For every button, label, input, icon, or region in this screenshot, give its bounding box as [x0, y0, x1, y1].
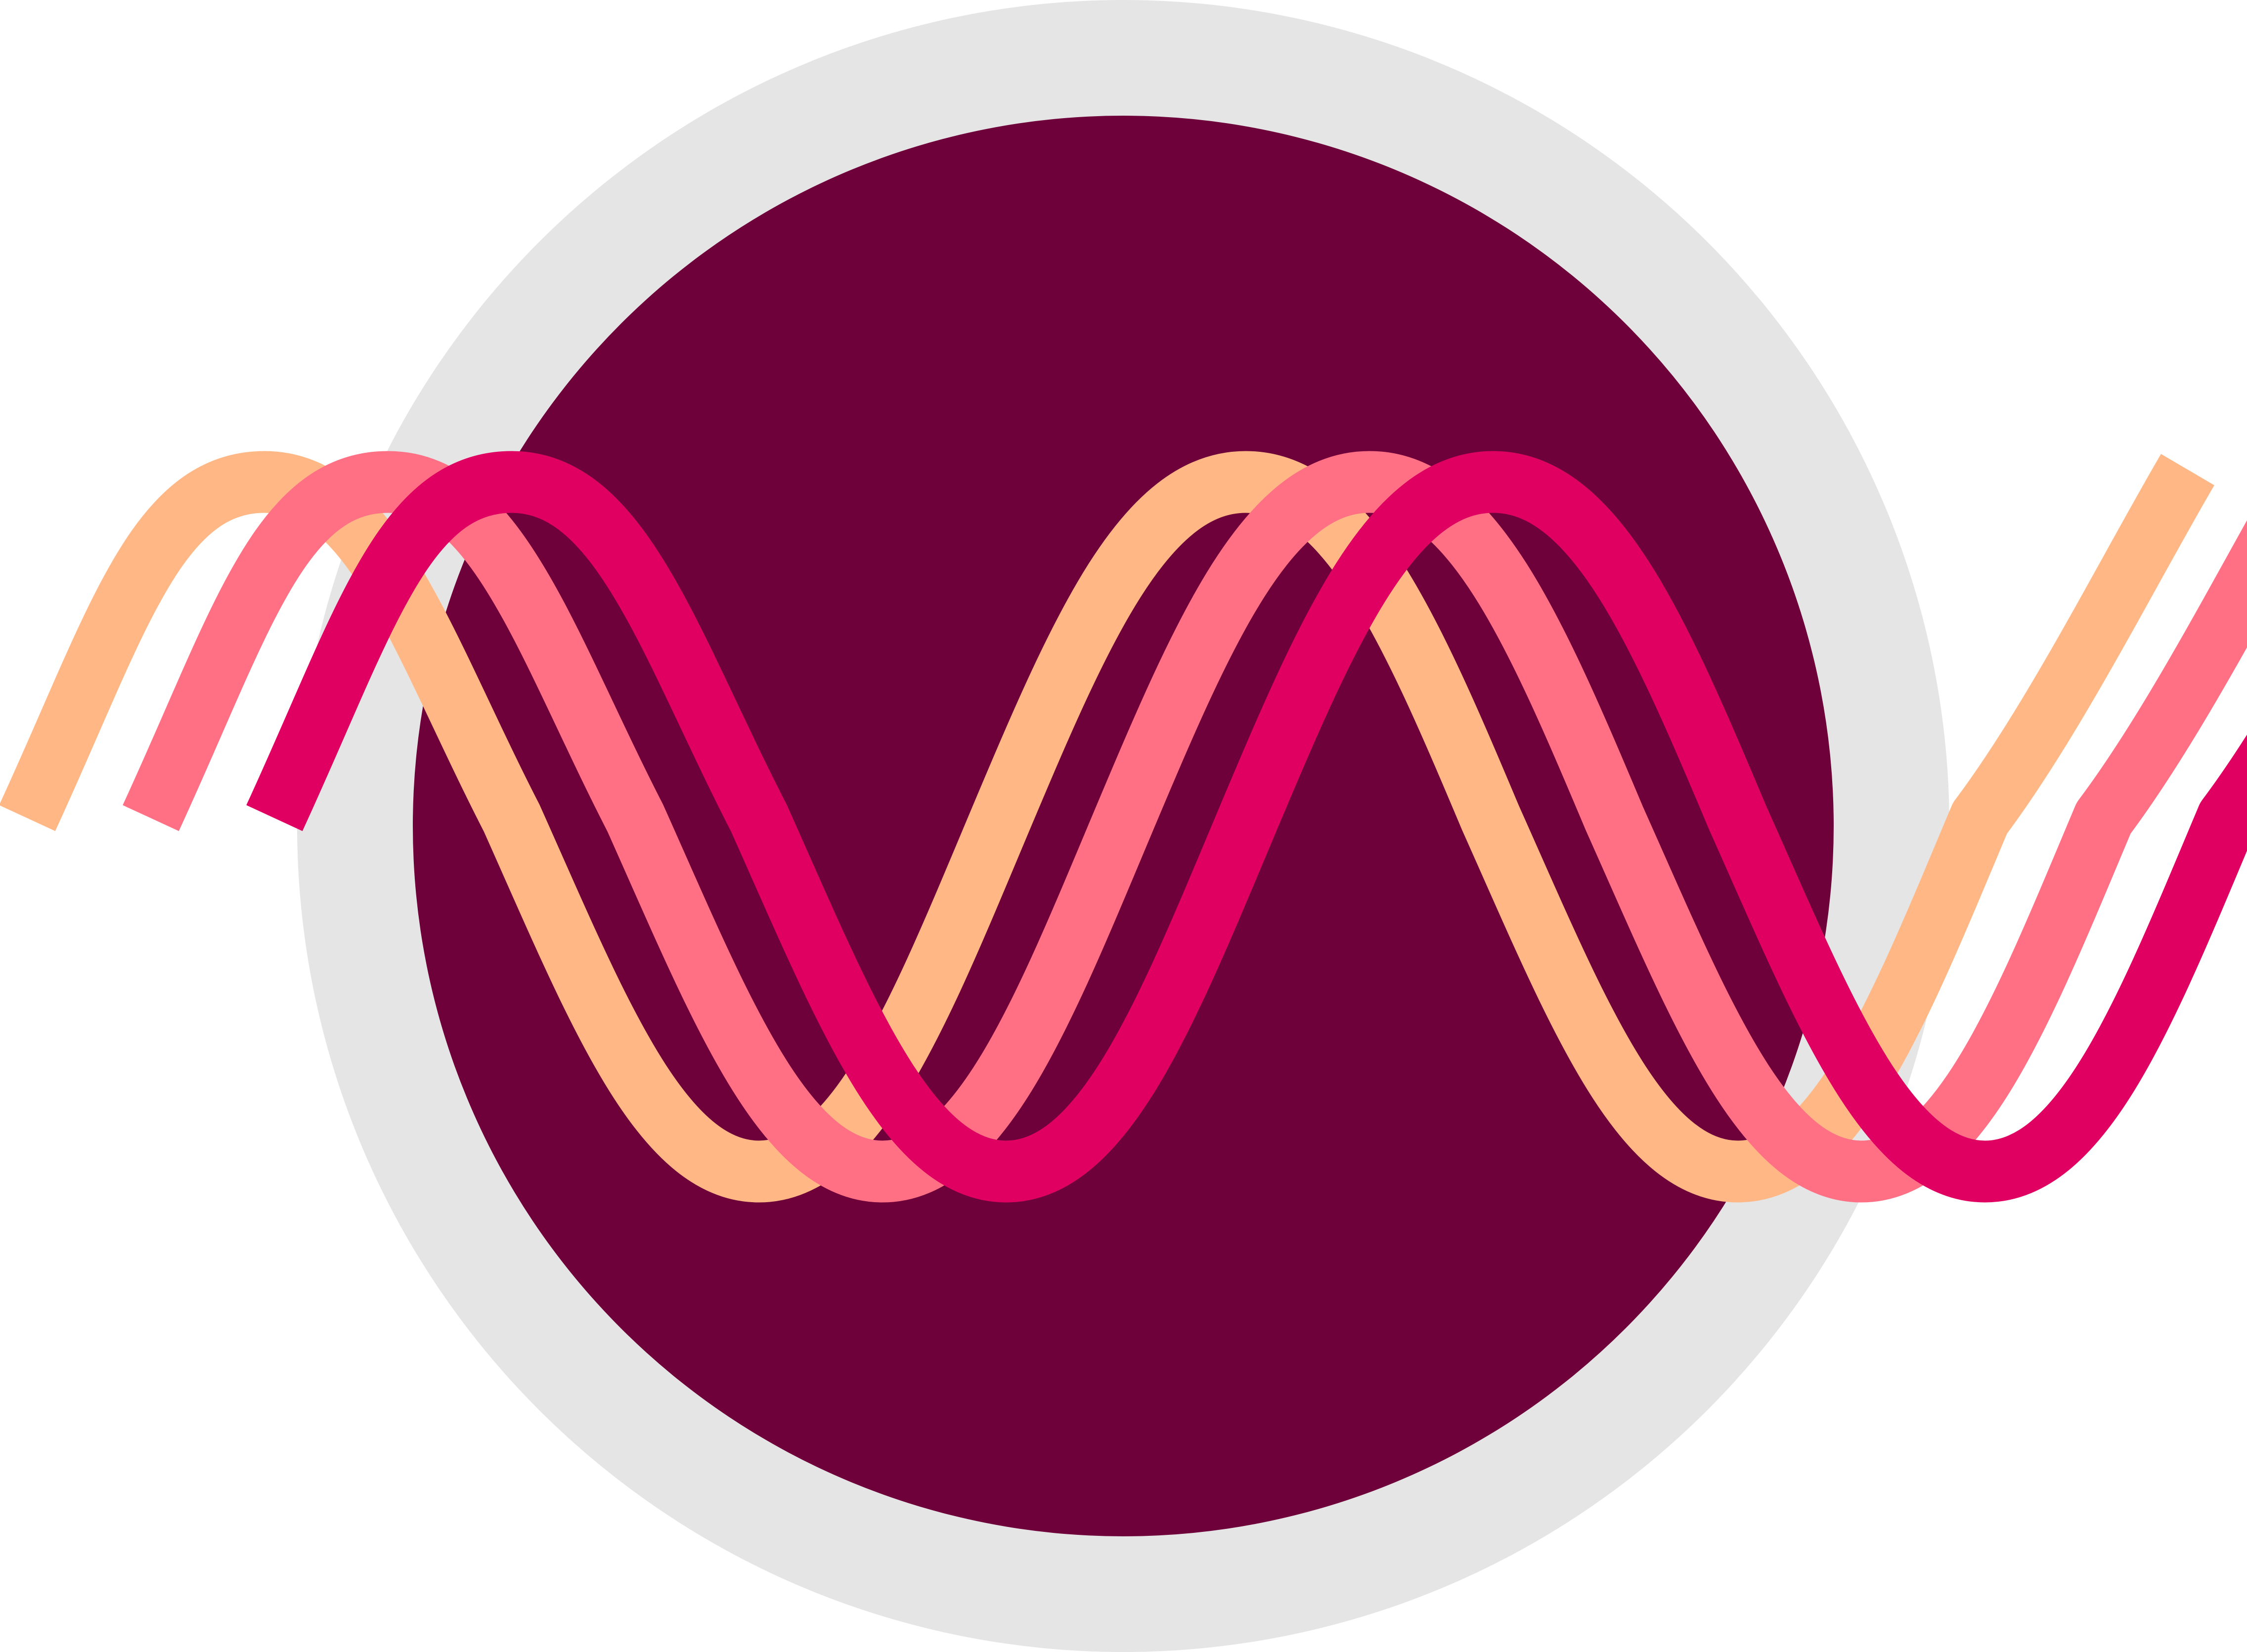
wave-front [246, 451, 2247, 1203]
wave-group [0, 451, 2247, 1203]
wave-middle [123, 451, 2247, 1203]
